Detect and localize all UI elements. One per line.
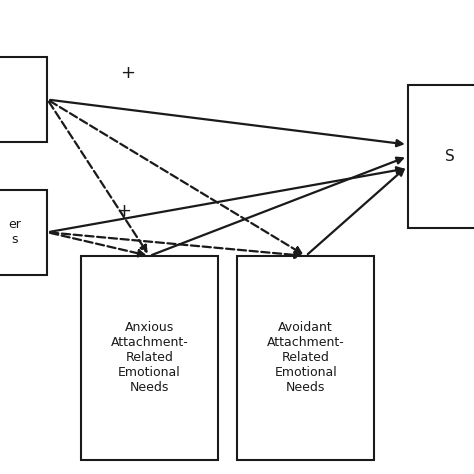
Text: Avoidant
Attachment-
Related
Emotional
Needs: Avoidant Attachment- Related Emotional N… xyxy=(267,321,345,394)
Bar xyxy=(0,57,47,142)
Text: er
s: er s xyxy=(8,218,21,246)
Bar xyxy=(237,256,374,460)
Text: Anxious
Attachment-
Related
Emotional
Needs: Anxious Attachment- Related Emotional Ne… xyxy=(110,321,188,394)
Bar xyxy=(81,256,218,460)
Bar xyxy=(0,190,47,275)
Text: +: + xyxy=(120,64,136,82)
Bar xyxy=(408,85,474,228)
Text: S: S xyxy=(446,149,455,164)
Text: +: + xyxy=(116,202,131,220)
